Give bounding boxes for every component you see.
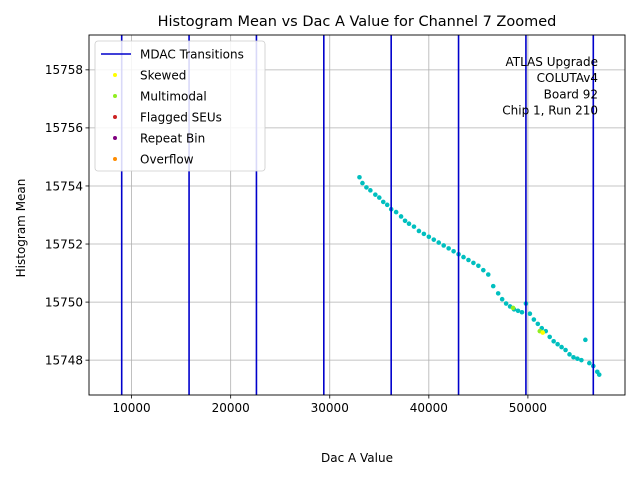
data-point-histogram-mean xyxy=(416,228,422,234)
data-points xyxy=(357,174,602,377)
data-point-histogram-mean xyxy=(481,267,486,273)
data-point-histogram-mean xyxy=(531,317,537,322)
annotation-line: ATLAS Upgrade xyxy=(505,55,598,69)
legend-label: Overflow xyxy=(140,152,194,166)
legend-label: Skewed xyxy=(140,68,186,82)
data-point-histogram-mean xyxy=(547,334,553,340)
data-point-histogram-mean xyxy=(411,224,417,229)
data-point-histogram-mean xyxy=(441,243,446,248)
data-point-histogram-mean xyxy=(555,341,560,347)
data-point-histogram-mean xyxy=(393,209,399,215)
legend-label: Flagged SEUs xyxy=(140,110,222,124)
y-tick-label: 15758 xyxy=(45,63,83,77)
y-tick-label: 15750 xyxy=(45,295,83,309)
data-point-histogram-mean xyxy=(551,338,556,344)
x-axis-label: Dac A Value xyxy=(321,451,393,465)
data-point-histogram-mean xyxy=(490,283,496,289)
y-tick-label: 15754 xyxy=(45,179,83,193)
data-point-histogram-mean xyxy=(368,188,373,193)
chart-title: Histogram Mean vs Dac A Value for Channe… xyxy=(158,14,557,30)
y-axis-ticks: 15748 15750 15752 15754 15756 15758 xyxy=(45,63,89,367)
legend-dot-swatch xyxy=(113,136,117,140)
data-point-histogram-mean xyxy=(563,347,568,353)
data-point-histogram-mean xyxy=(567,352,572,357)
data-point-histogram-mean xyxy=(357,174,362,180)
legend-dot-swatch xyxy=(113,157,117,161)
annotation-line: COLUTAv4 xyxy=(537,71,598,85)
data-point-histogram-mean xyxy=(398,214,404,219)
data-point-histogram-mean xyxy=(571,354,576,360)
data-point-histogram-mean xyxy=(471,260,476,266)
data-point-histogram-mean xyxy=(373,192,378,197)
data-point-histogram-mean xyxy=(402,218,408,224)
data-point-histogram-mean xyxy=(360,180,365,186)
x-axis-ticks: 10000 20000 30000 40000 50000 xyxy=(113,395,547,415)
data-point-histogram-mean xyxy=(485,272,491,277)
data-point-histogram-mean xyxy=(364,185,369,190)
x-tick-label: 20000 xyxy=(212,401,250,415)
legend-dot-swatch xyxy=(113,73,117,77)
x-tick-label: 10000 xyxy=(113,401,151,415)
annotation-text: ATLAS Upgrade COLUTAv4 Board 92 Chip 1, Run… xyxy=(502,55,598,118)
data-point-histogram-mean xyxy=(503,301,509,306)
legend: MDAC Transitions Skewed Multimodal Flagged … xyxy=(94,40,266,172)
data-point-histogram-mean xyxy=(519,309,525,315)
data-point-skewed xyxy=(540,330,546,335)
x-tick-label: 50000 xyxy=(509,401,547,415)
data-point-histogram-mean xyxy=(461,254,466,260)
data-point-histogram-mean xyxy=(596,372,602,377)
legend-label: MDAC Transitions xyxy=(140,47,244,61)
annotation-line: Chip 1, Run 210 xyxy=(502,104,598,118)
y-tick-label: 15756 xyxy=(45,121,83,135)
legend-label: Repeat Bin xyxy=(140,131,205,145)
data-point-histogram-mean xyxy=(559,344,564,350)
data-point-histogram-mean xyxy=(421,231,427,237)
legend-dot-swatch xyxy=(113,94,117,98)
data-point-histogram-mean xyxy=(466,257,471,263)
annotation-line: Board 92 xyxy=(544,87,598,101)
data-point-histogram-mean xyxy=(436,240,442,245)
y-tick-label: 15752 xyxy=(45,237,83,251)
legend-box xyxy=(94,40,266,172)
y-tick-label: 15748 xyxy=(45,353,83,367)
data-point-histogram-mean xyxy=(451,248,456,254)
data-point-histogram-mean xyxy=(575,356,580,362)
data-point-multimodal xyxy=(510,305,516,311)
data-point-histogram-mean xyxy=(406,221,412,227)
data-point-histogram-mean xyxy=(515,308,521,314)
data-point-histogram-mean xyxy=(380,199,386,205)
data-point-histogram-mean xyxy=(476,263,481,269)
data-point-histogram-mean xyxy=(495,291,501,296)
data-point-histogram-mean xyxy=(446,246,451,251)
data-point-histogram-mean xyxy=(535,321,541,327)
data-point-histogram-mean xyxy=(426,234,432,240)
data-point-histogram-mean xyxy=(376,195,382,200)
y-axis-label: Histogram Mean xyxy=(14,179,28,278)
legend-dot-swatch xyxy=(113,115,117,119)
data-point-histogram-mean xyxy=(384,202,390,208)
data-point-histogram-mean xyxy=(431,237,437,242)
data-point-histogram-mean xyxy=(527,311,533,317)
x-tick-label: 40000 xyxy=(410,401,448,415)
data-point-histogram-mean xyxy=(499,296,505,302)
x-tick-label: 30000 xyxy=(311,401,349,415)
data-point-histogram-mean xyxy=(579,357,584,363)
plot-frame xyxy=(88,34,626,396)
data-point-histogram-mean xyxy=(587,360,592,366)
legend-label: Multimodal xyxy=(140,89,207,103)
data-point-histogram-mean xyxy=(583,337,588,343)
